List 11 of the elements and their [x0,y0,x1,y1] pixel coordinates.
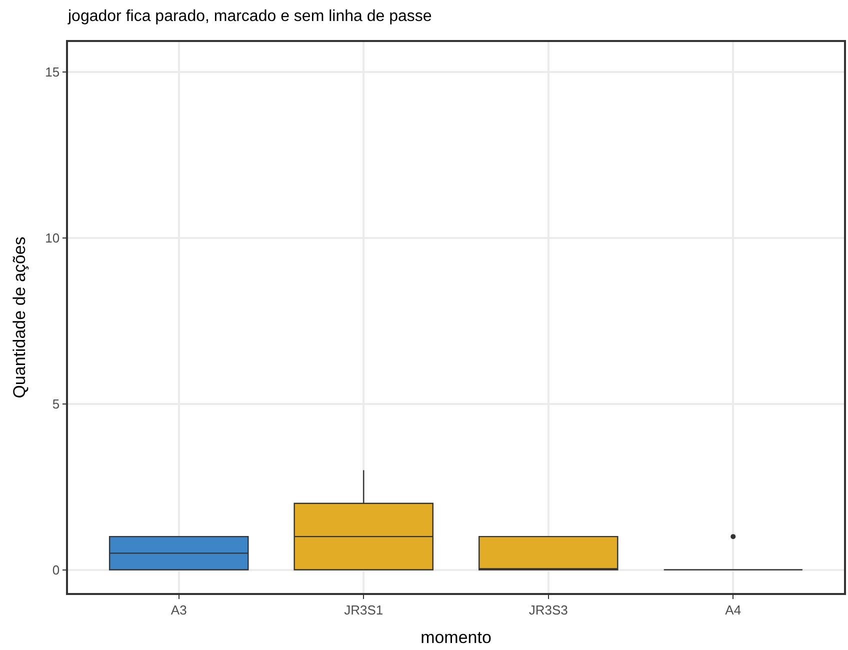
y-tick-label: 10 [45,230,60,246]
y-axis-title: Quantidade de ações [10,236,30,398]
x-tick-label: A3 [170,602,187,618]
y-tick-label: 0 [52,562,60,578]
chart-title: jogador fica parado, marcado e sem linha de passe [67,8,432,25]
x-axis-title: momento [420,628,492,648]
y-tick-label: 5 [52,396,60,412]
x-tick-label: JR3S3 [528,602,568,618]
y-tick-label: 15 [45,64,60,80]
x-tick-label: A4 [725,602,742,618]
x-tick-label: JR3S1 [344,602,384,618]
